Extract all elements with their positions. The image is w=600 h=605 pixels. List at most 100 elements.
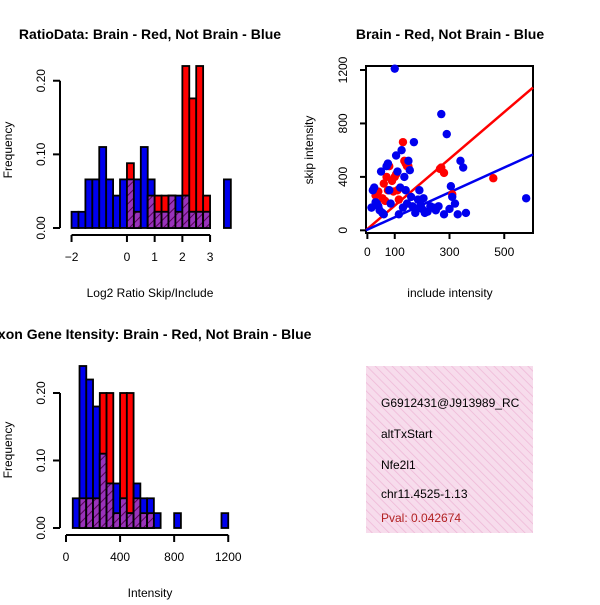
scatter-title: Brain - Red, Not Brain - Blue — [356, 26, 544, 42]
ratio-bar-not-brain — [223, 178, 232, 229]
ratio-bar-overlap — [181, 194, 191, 229]
scatter-point-not-brain — [386, 199, 395, 208]
ratio-bar-brain — [195, 65, 205, 229]
ratio-y-tick-label: 0.20 — [34, 69, 48, 93]
scatter-point-not-brain — [458, 163, 468, 172]
intensity-bar-overlap — [125, 512, 135, 529]
ratio-histogram-ylabel: Frequency — [1, 122, 15, 179]
intensity-bar-overlap — [146, 512, 155, 529]
ratio-bar-not-brain — [77, 210, 87, 229]
ratio-bar-overlap — [195, 210, 205, 229]
ratio-x-tick-label: 0 — [124, 250, 131, 264]
intensity-bar-overlap — [139, 512, 149, 529]
scatter-x-tick-label: 300 — [439, 245, 459, 259]
scatter-point-not-brain — [385, 186, 394, 195]
scatter-point-not-brain — [442, 129, 451, 139]
ratio-histogram-title: RatioData: Brain - Red, Not Brain - Blue — [19, 26, 281, 42]
intensity-bar-not-brain — [173, 512, 182, 529]
ratio-y-tick-label: 0.00 — [34, 216, 48, 240]
ratio-bar-not-brain — [119, 178, 128, 229]
ratio-histogram-panel: RatioData: Brain - Red, Not Brain - Blue… — [1, 26, 281, 300]
scatter-point-not-brain — [404, 156, 413, 166]
ratio-histogram-bars — [70, 65, 232, 229]
scatter-point-not-brain — [461, 208, 471, 218]
scatter-point-not-brain — [453, 210, 462, 219]
scatter-point-brain — [489, 174, 498, 183]
scatter-point-brain — [398, 137, 408, 147]
ratio-histogram-xlabel: Log2 Ratio Skip/Include — [87, 286, 214, 300]
scatter-point-brain — [394, 195, 404, 204]
scatter-panel: Brain - Red, Not Brain - Blue 0 100 300 500… — [302, 26, 544, 300]
scatter-x-tick-label: 0 — [364, 245, 371, 259]
info-probe-id: G6912431@J913989_RC — [381, 396, 520, 410]
ratio-bar-not-brain — [98, 146, 108, 229]
info-panel: G6912431@J913989_RC altTxStart Nfe2l1 ch… — [366, 366, 533, 533]
ratio-y-tick-label: 0.10 — [34, 142, 48, 166]
intensity-x-tick-label: 800 — [164, 550, 184, 564]
scatter-point-not-brain — [434, 202, 443, 211]
intensity-histogram-ylabel: Frequency — [1, 422, 15, 479]
ratio-x-tick-label: 3 — [207, 250, 214, 264]
ratio-bar-overlap — [160, 210, 170, 229]
info-location: chr11.4525-1.13 — [381, 487, 468, 501]
scatter-point-not-brain — [448, 192, 457, 202]
ratio-bar-not-brain — [112, 194, 121, 229]
scatter-point-not-brain — [400, 172, 409, 182]
ratio-bar-not-brain — [70, 210, 80, 229]
scatter-point-not-brain — [390, 64, 399, 73]
ratio-bar-brain — [188, 97, 198, 229]
scatter-point-not-brain — [521, 194, 531, 203]
ratio-bar-overlap — [126, 178, 135, 229]
intensity-x-tick-label: 400 — [110, 550, 130, 564]
scatter-point-not-brain — [401, 186, 410, 195]
intensity-y-tick-label: 0.00 — [34, 516, 48, 540]
ratio-x-tick-label: 2 — [179, 250, 186, 264]
scatter-point-not-brain — [397, 145, 406, 155]
scatter-point-not-brain — [383, 159, 393, 168]
intensity-bar-not-brain — [152, 512, 162, 529]
ratio-bar-not-brain — [105, 178, 114, 229]
scatter-y-tick-label: 400 — [336, 167, 350, 187]
scatter-point-not-brain — [379, 210, 388, 219]
info-gene: Nfe2l1 — [381, 458, 416, 472]
scatter-point-not-brain — [393, 167, 402, 176]
intensity-histogram-xlabel: Intensity — [128, 586, 173, 600]
intensity-y-tick-label: 0.10 — [34, 448, 48, 472]
scatter-point-not-brain — [419, 194, 428, 203]
scatter-x-tick-label: 500 — [494, 245, 514, 259]
intensity-histogram-panel: Exon Gene Itensity: Brain - Red, Not Bra… — [0, 326, 312, 600]
ratio-bar-overlap — [132, 210, 142, 229]
scatter-point-not-brain — [391, 151, 401, 160]
ratio-bar-overlap — [153, 210, 163, 229]
ratio-bar-overlap — [202, 210, 211, 229]
intensity-bar-overlap — [105, 482, 115, 529]
scatter-point-not-brain — [437, 109, 446, 119]
scatter-point-not-brain — [446, 182, 456, 191]
intensity-bar-overlap — [119, 497, 128, 529]
scatter-point-not-brain — [370, 183, 379, 192]
ratio-bar-overlap — [174, 210, 184, 229]
scatter-ylabel: skip intensity — [302, 116, 316, 185]
info-event-type: altTxStart — [381, 427, 433, 441]
scatter-point-not-brain — [415, 186, 424, 195]
scatter-point-not-brain — [445, 204, 454, 214]
intensity-bar-overlap — [112, 512, 121, 529]
info-panel-background — [366, 366, 533, 533]
intensity-bar-brain — [125, 392, 135, 529]
scatter-fit-line-brain — [365, 86, 534, 232]
ratio-bar-overlap — [146, 194, 156, 229]
intensity-histogram-title: Exon Gene Itensity: Brain - Red, Not Bra… — [0, 326, 312, 342]
ratio-bar-not-brain — [139, 146, 149, 229]
intensity-bar-overlap — [132, 497, 142, 529]
scatter-point-brain — [439, 168, 449, 178]
scatter-point-not-brain — [406, 192, 416, 202]
ratio-histogram-axes: −2 0 1 2 3 0.00 0.10 0.20 — [34, 69, 214, 264]
scatter-point-not-brain — [376, 167, 386, 176]
scatter-x-tick-label: 100 — [385, 245, 405, 259]
scatter-point-not-brain — [450, 199, 460, 208]
scatter-point-brain — [379, 179, 388, 188]
intensity-x-tick-label: 0 — [63, 550, 70, 564]
scatter-point-not-brain — [394, 210, 404, 219]
